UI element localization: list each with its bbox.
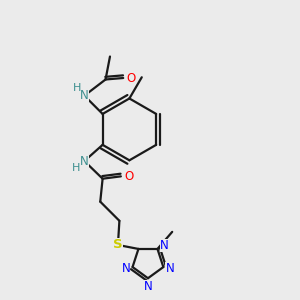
- Text: O: O: [124, 170, 134, 183]
- Text: S: S: [113, 238, 123, 251]
- Text: N: N: [80, 154, 89, 167]
- Text: O: O: [127, 71, 136, 85]
- Text: N: N: [160, 239, 168, 252]
- Text: H: H: [72, 163, 81, 172]
- Text: N: N: [122, 262, 130, 275]
- Text: N: N: [80, 89, 89, 102]
- Text: N: N: [144, 280, 152, 293]
- Text: N: N: [166, 262, 174, 275]
- Text: H: H: [73, 83, 81, 93]
